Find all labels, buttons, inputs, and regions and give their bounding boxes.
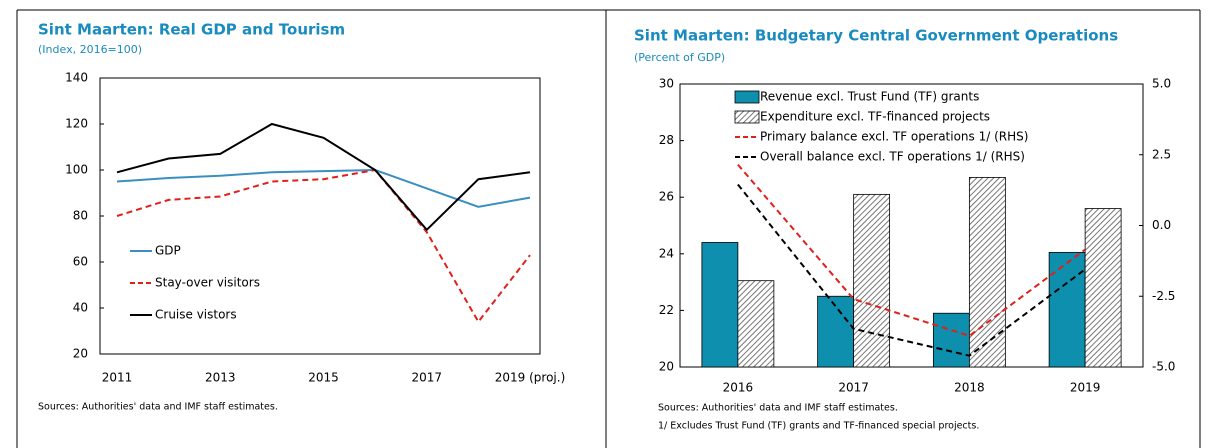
y2-tick-label: 2.5 (1152, 147, 1171, 161)
x-tick-label: 2019 (proj.) (495, 371, 566, 385)
y-tick-label: 80 (73, 209, 88, 223)
y-tick-label: 28 (659, 133, 674, 147)
bar (701, 242, 739, 368)
x-tick-label: 2019 (1070, 381, 1101, 395)
chart-title: Sint Maarten: Budgetary Central Governme… (634, 27, 1118, 45)
y-tick-label: 40 (73, 301, 88, 315)
y-tick-label: 20 (73, 347, 88, 361)
legend-label: GDP (155, 244, 181, 258)
y-tick-label: 60 (73, 255, 88, 269)
legend-swatch (734, 110, 760, 124)
bar (968, 176, 1006, 368)
legend-label: Revenue excl. Trust Fund (TF) grants (760, 90, 979, 104)
x-tick-label: 2017 (838, 381, 869, 395)
x-tick-label: 2016 (723, 381, 754, 395)
y2-tick-label: 0.0 (1152, 218, 1171, 232)
y-tick-label: 26 (659, 190, 674, 204)
bar (853, 193, 891, 368)
y-tick-label: 120 (65, 117, 88, 131)
chart-subtitle: (Index, 2016=100) (38, 43, 142, 56)
bar (1048, 251, 1086, 368)
source-note: Sources: Authorities' data and IMF staff… (38, 402, 278, 413)
footnote: 1/ Excludes Trust Fund (TF) grants and T… (658, 421, 979, 432)
bar (817, 295, 855, 368)
line-series (116, 122, 531, 232)
legend-swatch (734, 90, 760, 104)
line-series (737, 164, 1086, 337)
x-tick-label: 2018 (954, 381, 985, 395)
bar (932, 312, 970, 368)
x-tick-label: 2017 (411, 371, 442, 385)
bar (1084, 208, 1122, 368)
legend-label: Overall balance excl. TF operations 1/ (… (760, 150, 1025, 164)
y-tick-label: 30 (659, 77, 674, 91)
legend-label: Stay-over visitors (155, 276, 260, 290)
legend-label: Cruise vistors (155, 308, 237, 322)
legend-label: Expenditure excl. TF-financed projects (760, 110, 990, 124)
chart-subtitle: (Percent of GDP) (634, 51, 725, 64)
line-series (737, 183, 1086, 357)
y2-tick-label: -5.0 (1152, 360, 1175, 374)
x-tick-label: 2015 (308, 371, 339, 385)
y-tick-label: 24 (659, 246, 674, 260)
x-tick-label: 2011 (102, 371, 133, 385)
y-tick-label: 22 (659, 303, 674, 317)
y2-tick-label: 5.0 (1152, 77, 1171, 91)
y-tick-label: 100 (65, 163, 88, 177)
y-tick-label: 140 (65, 71, 88, 85)
line-series (116, 168, 531, 208)
y-tick-label: 20 (659, 360, 674, 374)
chart-title: Sint Maarten: Real GDP and Tourism (38, 21, 345, 39)
y2-tick-label: -2.5 (1152, 289, 1175, 303)
x-tick-label: 2013 (205, 371, 236, 385)
bar (737, 280, 775, 368)
source-note: Sources: Authorities' data and IMF staff… (658, 403, 898, 414)
line-series (116, 168, 531, 324)
legend-label: Primary balance excl. TF operations 1/ (… (760, 130, 1028, 144)
